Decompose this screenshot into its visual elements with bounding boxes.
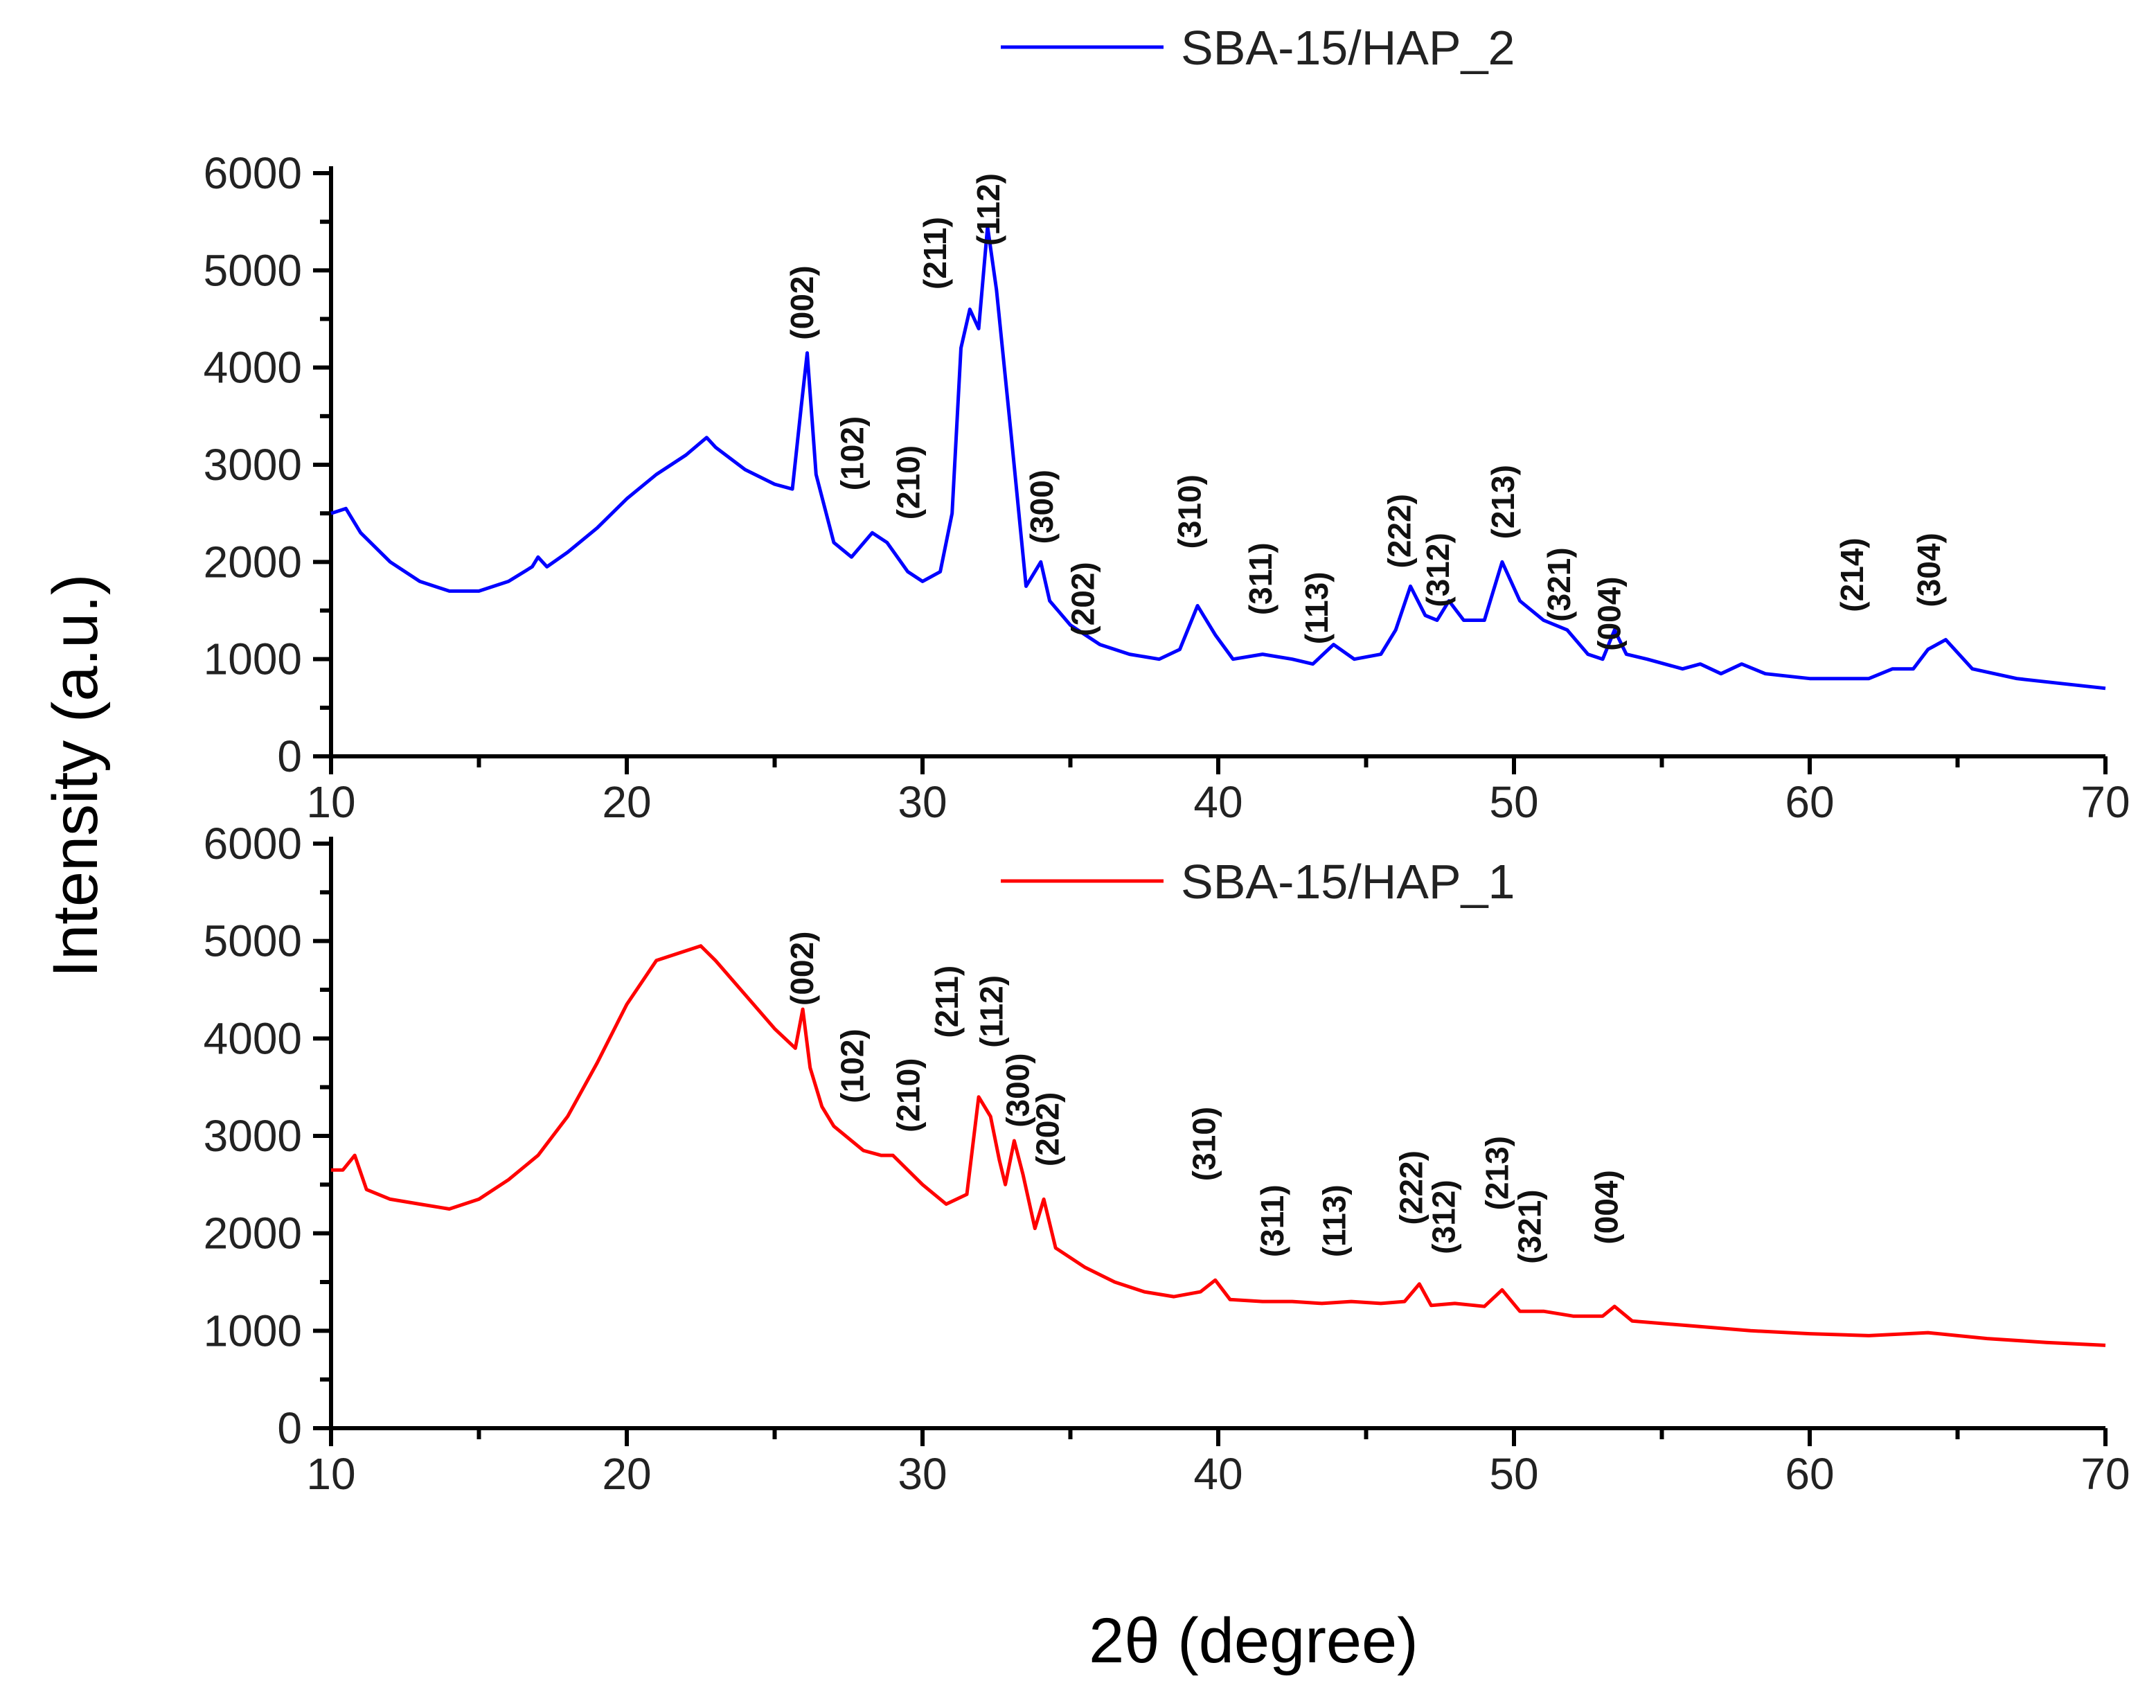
peak-label: (213) [1479, 1136, 1515, 1210]
bottom-panel: 10 20 30 40 50 60 70 0 1000 2000 3000 4000 5000 6000 S… [204, 819, 2130, 1499]
peak-label: (311) [1254, 1184, 1290, 1257]
peak-label: (113) [1317, 1184, 1353, 1257]
series-line [331, 944, 2106, 1347]
y-tick-label: 3000 [204, 440, 302, 490]
peak-label: (304) [1911, 533, 1947, 607]
x-tick-label: 50 [1489, 777, 1538, 827]
y-tick-label: 0 [277, 731, 302, 781]
peak-label: (112) [973, 975, 1009, 1048]
y-tick-label: 0 [277, 1403, 302, 1453]
y-tick-label: 4000 [204, 1013, 302, 1063]
peak-label: (102) [835, 1029, 871, 1103]
peak-label: (222) [1393, 1150, 1429, 1225]
peak-label: (210) [891, 1058, 927, 1132]
peak-label: (210) [891, 445, 927, 519]
y-tick-label: 1000 [204, 634, 302, 684]
y-tick-label: 2000 [204, 537, 302, 587]
series-line [330, 224, 2106, 691]
x-tick-label: 50 [1489, 1449, 1538, 1499]
y-tick-label: 1000 [204, 1306, 302, 1355]
peak-label: (321) [1511, 1189, 1547, 1263]
x-tick-label: 20 [602, 1449, 651, 1499]
peak-label: (113) [1299, 571, 1335, 644]
peak-label: (213) [1485, 465, 1521, 539]
legend-label: SBA-15/HAP_1 [1181, 855, 1515, 909]
peak-label: (202) [1065, 562, 1101, 636]
peak-label: (300) [1024, 470, 1060, 544]
y-tick-label: 5000 [204, 916, 302, 966]
peak-label: (214) [1834, 537, 1870, 612]
peak-label: (311) [1242, 542, 1279, 615]
x-axis-title: 2θ (degree) [1089, 1605, 1418, 1676]
y-tick-label: 3000 [204, 1111, 302, 1161]
x-tick-label: 10 [306, 777, 355, 827]
peak-label: (002) [784, 265, 820, 339]
peak-label: (312) [1420, 533, 1456, 607]
y-tick-label: 5000 [204, 245, 302, 295]
top-panel: 10 20 30 40 50 60 70 0 1000 2000 3000 4000 5000 6000 S… [204, 21, 2130, 827]
x-tick-label: 60 [1785, 777, 1834, 827]
peak-label: (321) [1541, 547, 1577, 621]
peak-label: (112) [970, 173, 1006, 246]
x-tick-label: 30 [898, 777, 947, 827]
x-tick-label: 60 [1785, 1449, 1834, 1499]
x-tick-label: 70 [2081, 777, 2130, 827]
x-tick-label: 70 [2081, 1449, 2130, 1499]
peak-label: (312) [1426, 1180, 1462, 1254]
x-tick-label: 20 [602, 777, 651, 827]
y-tick-label: 2000 [204, 1209, 302, 1258]
y-axis-title: Intensity (a.u.) [40, 574, 111, 978]
y-tick-label: 6000 [204, 148, 302, 198]
x-tick-label: 10 [306, 1449, 355, 1499]
y-tick-label: 4000 [204, 343, 302, 393]
x-tick-label: 40 [1193, 1449, 1242, 1499]
peak-label: (211) [929, 966, 965, 1038]
x-tick-label: 40 [1193, 777, 1242, 827]
peak-label: (222) [1382, 494, 1418, 568]
peak-label: (310) [1171, 474, 1207, 549]
legend-label: SBA-15/HAP_2 [1181, 21, 1515, 75]
peak-label: (004) [1592, 576, 1628, 650]
peak-label: (211) [917, 217, 953, 290]
peak-label: (300) [1000, 1053, 1036, 1127]
peak-label: (310) [1186, 1107, 1222, 1181]
peak-label: (004) [1588, 1170, 1624, 1244]
y-tick-label: 6000 [204, 819, 302, 869]
x-tick-label: 30 [898, 1449, 947, 1499]
peak-label: (202) [1029, 1092, 1065, 1166]
peak-label: (102) [835, 416, 871, 490]
peak-label: (002) [784, 932, 820, 1006]
